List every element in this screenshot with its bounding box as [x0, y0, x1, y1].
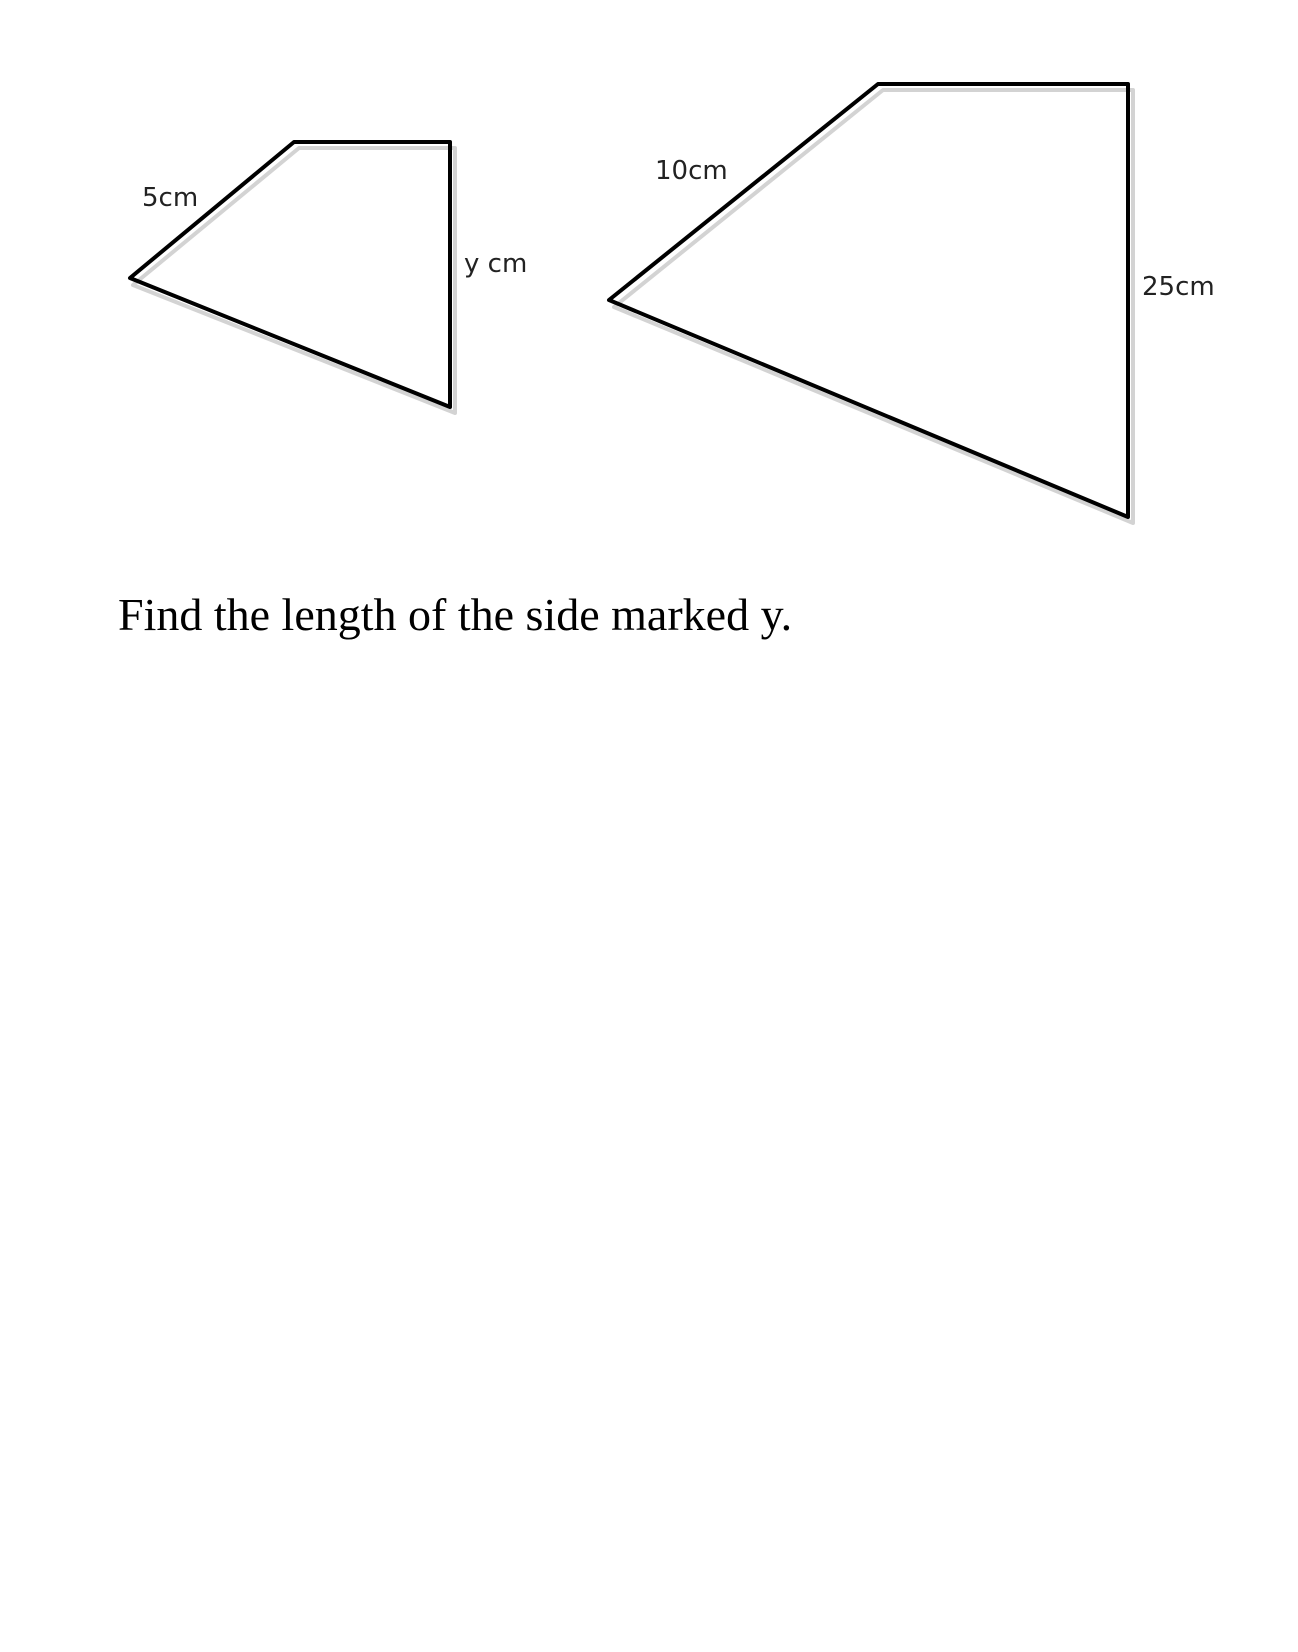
large-quadrilateral-outline	[607, 82, 1130, 519]
large-vertical-side-label: 25cm	[1142, 272, 1215, 302]
large-slant-side-label: 10cm	[655, 156, 728, 186]
small-slant-side-label: 5cm	[142, 183, 198, 213]
large-quadrilateral: 10cm 25cm	[607, 82, 1215, 525]
similar-shapes-figure: 5cm y cm 10cm 25cm	[128, 82, 1215, 525]
question-text: Find the length of the side marked y.	[118, 589, 793, 640]
small-quadrilateral: 5cm y cm	[128, 140, 527, 415]
small-vertical-side-label-y: y cm	[464, 249, 527, 279]
small-quadrilateral-outline	[128, 140, 452, 409]
